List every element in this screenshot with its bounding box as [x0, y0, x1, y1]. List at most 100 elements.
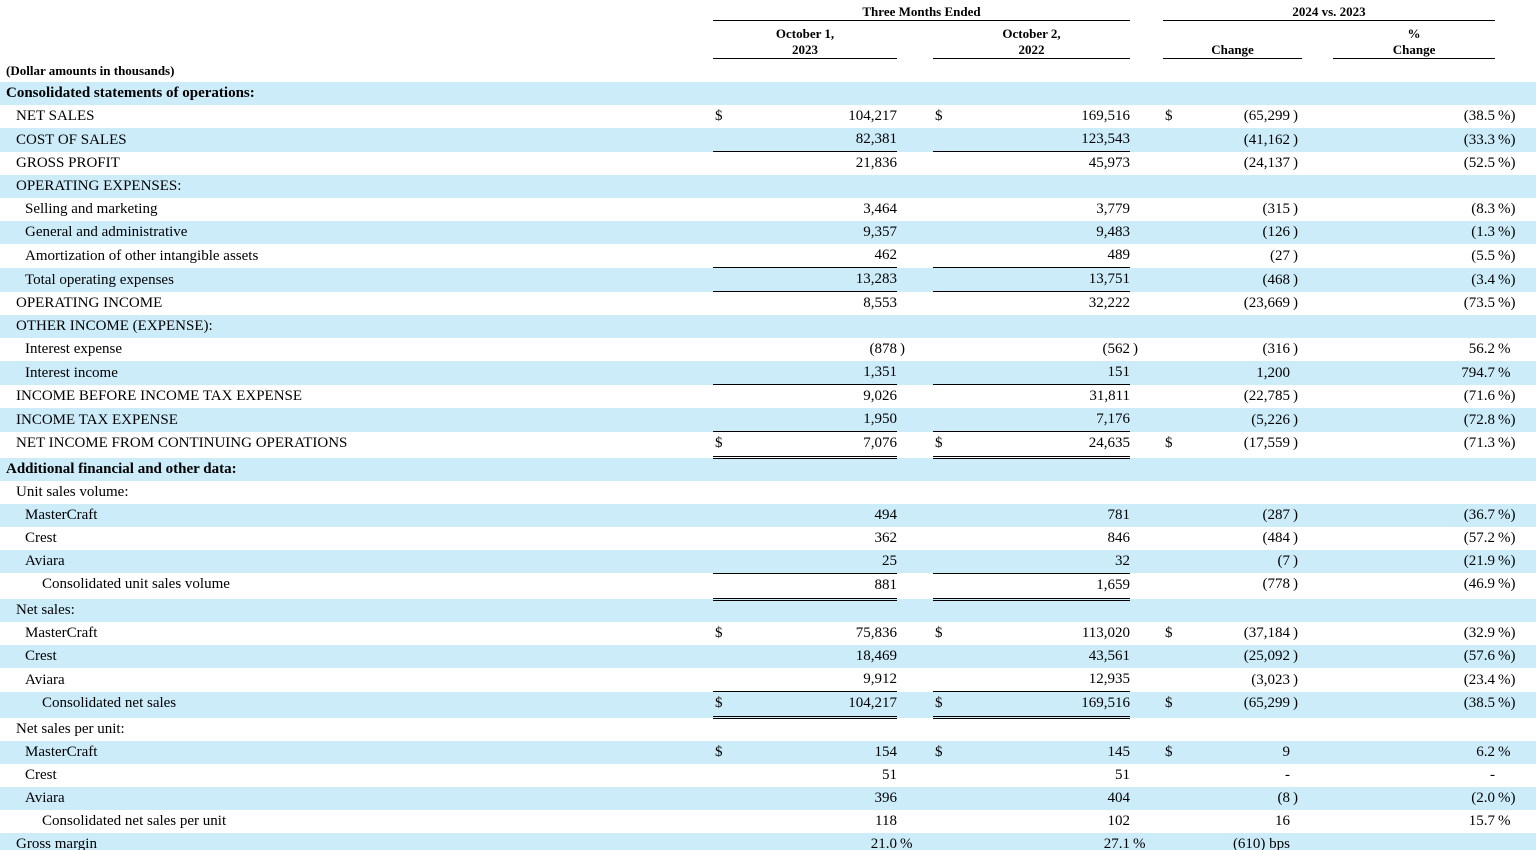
gap: [911, 152, 933, 176]
gap: [911, 741, 933, 764]
value-change-currency: [1163, 152, 1181, 176]
value-2022-currency: [933, 481, 951, 504]
value-2022: 13,751: [951, 267, 1131, 292]
value-2023-symbol: [897, 718, 911, 741]
value-pct-change-symbol: %): [1498, 789, 1516, 806]
row-label: Aviara: [25, 671, 65, 688]
table-row: Total operating expenses 13,283 13,751 (468…: [0, 267, 1536, 292]
value-2023-currency: [713, 527, 731, 550]
value-pct-change: [1333, 718, 1495, 741]
value-2022-symbol: [1130, 408, 1144, 432]
table-row: Crest 362 846 (484) (57.2%): [0, 527, 1536, 550]
value-change: [1181, 315, 1290, 338]
col-header-2022: October 2, 2022: [933, 20, 1131, 59]
value-pct-change: [1333, 599, 1495, 622]
row-label: Gross margin: [16, 835, 97, 850]
gap: [1515, 668, 1536, 692]
value-2023-currency: $: [715, 743, 723, 760]
value-change-symbol: ): [1293, 108, 1299, 124]
value-change-symbol: ): [1293, 155, 1299, 171]
row-label: MasterCraft: [25, 506, 98, 523]
table-row: MasterCraft $154 $145 $9 6.2%: [0, 740, 1536, 764]
value-change-symbol: ): [1293, 576, 1299, 592]
value-change: (24,137: [1243, 155, 1291, 171]
table-row: Consolidated net sales per unit 118 102 16 1…: [0, 810, 1536, 833]
header-columns-row: October 1, 2023 October 2, 2022 Change %…: [0, 20, 1536, 59]
value-change: (27: [1270, 247, 1291, 264]
value-2023-currency: $: [713, 431, 731, 459]
value-change-currency: [1163, 504, 1181, 527]
value-pct-change: [1333, 481, 1495, 504]
gap: [1515, 787, 1536, 810]
gap: [1515, 527, 1536, 550]
value-change: [1181, 175, 1290, 198]
value-2022-currency: [933, 221, 951, 244]
row-label: NET INCOME FROM CONTINUING OPERATIONS: [16, 434, 348, 451]
value-2022-currency: [933, 385, 951, 409]
value-2023-currency: [713, 549, 731, 574]
value-2022: 31,811: [1089, 388, 1131, 404]
gap: [1302, 481, 1333, 504]
value-pct-change: [1333, 458, 1495, 481]
value-pct-change: (1.3: [1471, 224, 1496, 240]
gap: [1302, 833, 1333, 850]
gap: [1144, 268, 1163, 292]
gap: [1302, 292, 1333, 316]
value-pct-change-symbol: %): [1498, 529, 1516, 546]
gap: [1515, 105, 1536, 128]
value-2023-symbol: [897, 787, 911, 810]
table-row: Aviara 9,912 12,935 (3,023) (23.4%): [0, 668, 1536, 692]
gap: [1515, 458, 1536, 481]
value-pct-change-symbol: %): [1498, 434, 1516, 451]
value-pct-change: 15.7: [1468, 812, 1496, 829]
value-2023: 7,076: [731, 431, 897, 459]
value-pct-change-symbol: [1495, 833, 1515, 850]
value-2022: 9,483: [1096, 224, 1131, 240]
table-row: Aviara 396 404 (8) (2.0%): [0, 786, 1536, 810]
gap: [911, 432, 933, 458]
value-2022-currency: [933, 764, 951, 787]
value-2023: 154: [874, 743, 898, 760]
value-change: (23,669: [1243, 295, 1291, 311]
value-change-currency: [1163, 408, 1181, 432]
value-2022-symbol: [1130, 175, 1144, 198]
value-change-symbol: ): [1293, 434, 1299, 451]
value-2022-symbol: [1130, 152, 1144, 176]
header-spacer: [1130, 20, 1144, 58]
value-pct-change-symbol: %: [1498, 812, 1511, 829]
value-2023-symbol: [897, 105, 911, 128]
value-change-symbol: ): [1293, 295, 1299, 311]
table-row: GROSS PROFIT 21,836 45,973 (24,137) (52.5%): [0, 152, 1536, 176]
gap: [1302, 622, 1333, 645]
value-change: (8: [1277, 789, 1291, 806]
value-2022: 145: [1107, 743, 1131, 760]
gap: [1515, 432, 1536, 458]
gap: [1515, 385, 1536, 409]
table-row: Interest expense (878) (562) (316) 56.2%: [0, 338, 1536, 361]
value-2022: 102: [1107, 812, 1131, 829]
value-2022-symbol: [1130, 764, 1144, 787]
value-2023-symbol: [897, 408, 911, 432]
gap: [1144, 175, 1163, 198]
gap: [911, 361, 933, 385]
value-2022-symbol: [1130, 361, 1144, 385]
gap: [1144, 692, 1163, 718]
value-change: (7: [1277, 553, 1291, 569]
value-2023-currency: [713, 573, 731, 601]
value-2022: 3,779: [1096, 201, 1131, 217]
gap: [1302, 645, 1333, 668]
header-spacer: [1144, 20, 1163, 58]
gap: [1302, 175, 1333, 198]
value-2023: (878: [869, 341, 898, 357]
gap: [911, 128, 933, 152]
value-pct-change: (73.5: [1463, 295, 1496, 311]
gap: [1515, 198, 1536, 221]
gap: [911, 268, 933, 292]
value-pct-change-symbol: [1495, 315, 1515, 338]
value-2022: 32,222: [1088, 295, 1131, 311]
value-2023: 462: [731, 244, 897, 268]
gap: [911, 458, 933, 481]
value-2023-symbol: [897, 550, 911, 574]
gap: [1302, 361, 1333, 385]
value-change-currency: [1163, 645, 1181, 668]
